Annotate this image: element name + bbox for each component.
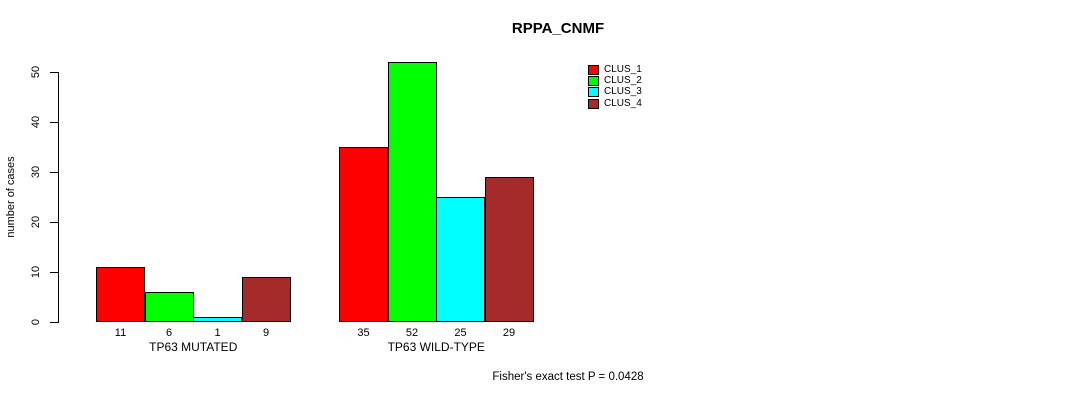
p-value-note: Fisher's exact test P = 0.0428: [492, 371, 644, 383]
y-tick-label: 20: [30, 215, 42, 229]
y-tick-label: 0: [30, 318, 42, 326]
bar: [144, 292, 194, 322]
y-tick-mark: [50, 322, 58, 323]
legend-row: CLUS_3: [588, 87, 642, 98]
y-axis-label: number of cases: [5, 156, 17, 238]
legend-swatch: [588, 64, 599, 75]
legend-label: CLUS_1: [604, 63, 642, 75]
legend-swatch: [588, 75, 599, 86]
legend-label: CLUS_3: [604, 86, 642, 98]
legend-swatch: [588, 87, 599, 98]
legend-row: CLUS_2: [588, 75, 642, 86]
y-axis-line: [58, 72, 59, 323]
bar-value-label: 52: [405, 327, 419, 339]
y-tick-label: 30: [30, 165, 42, 179]
legend: CLUS_1 CLUS_2 CLUS_3 CLUS_4: [588, 64, 642, 109]
bar-value-label: 1: [214, 327, 221, 339]
bar-value-label: 35: [357, 327, 370, 339]
y-tick-mark: [50, 172, 58, 173]
group-label: TP63 MUTATED: [149, 340, 238, 354]
legend-swatch: [588, 98, 599, 109]
y-tick-label: 50: [30, 65, 42, 79]
bar: [484, 177, 534, 322]
bar-value-label: 25: [454, 327, 467, 339]
legend-row: CLUS_1: [588, 64, 642, 75]
y-tick-label: 40: [30, 115, 42, 129]
chart-title: RPPA_CNMF: [511, 20, 605, 37]
bar: [96, 267, 145, 322]
bar-value-label: 11: [114, 327, 127, 339]
y-tick-mark: [50, 72, 58, 73]
bar-value-label: 29: [502, 327, 516, 339]
y-tick-mark: [50, 272, 58, 273]
y-tick-label: 10: [30, 265, 42, 279]
bar: [436, 197, 485, 322]
bar-value-label: 6: [165, 327, 173, 339]
y-tick-mark: [50, 122, 58, 123]
bar: [339, 147, 388, 322]
group-label: TP63 WILD-TYPE: [387, 340, 485, 354]
bar: [193, 317, 242, 322]
bar: [387, 62, 437, 322]
legend-label: CLUS_2: [604, 74, 642, 86]
bar-value-label: 9: [262, 327, 270, 339]
legend-row: CLUS_4: [588, 98, 642, 109]
bar: [241, 277, 291, 322]
legend-label: CLUS_4: [604, 97, 642, 109]
y-tick-mark: [50, 222, 58, 223]
